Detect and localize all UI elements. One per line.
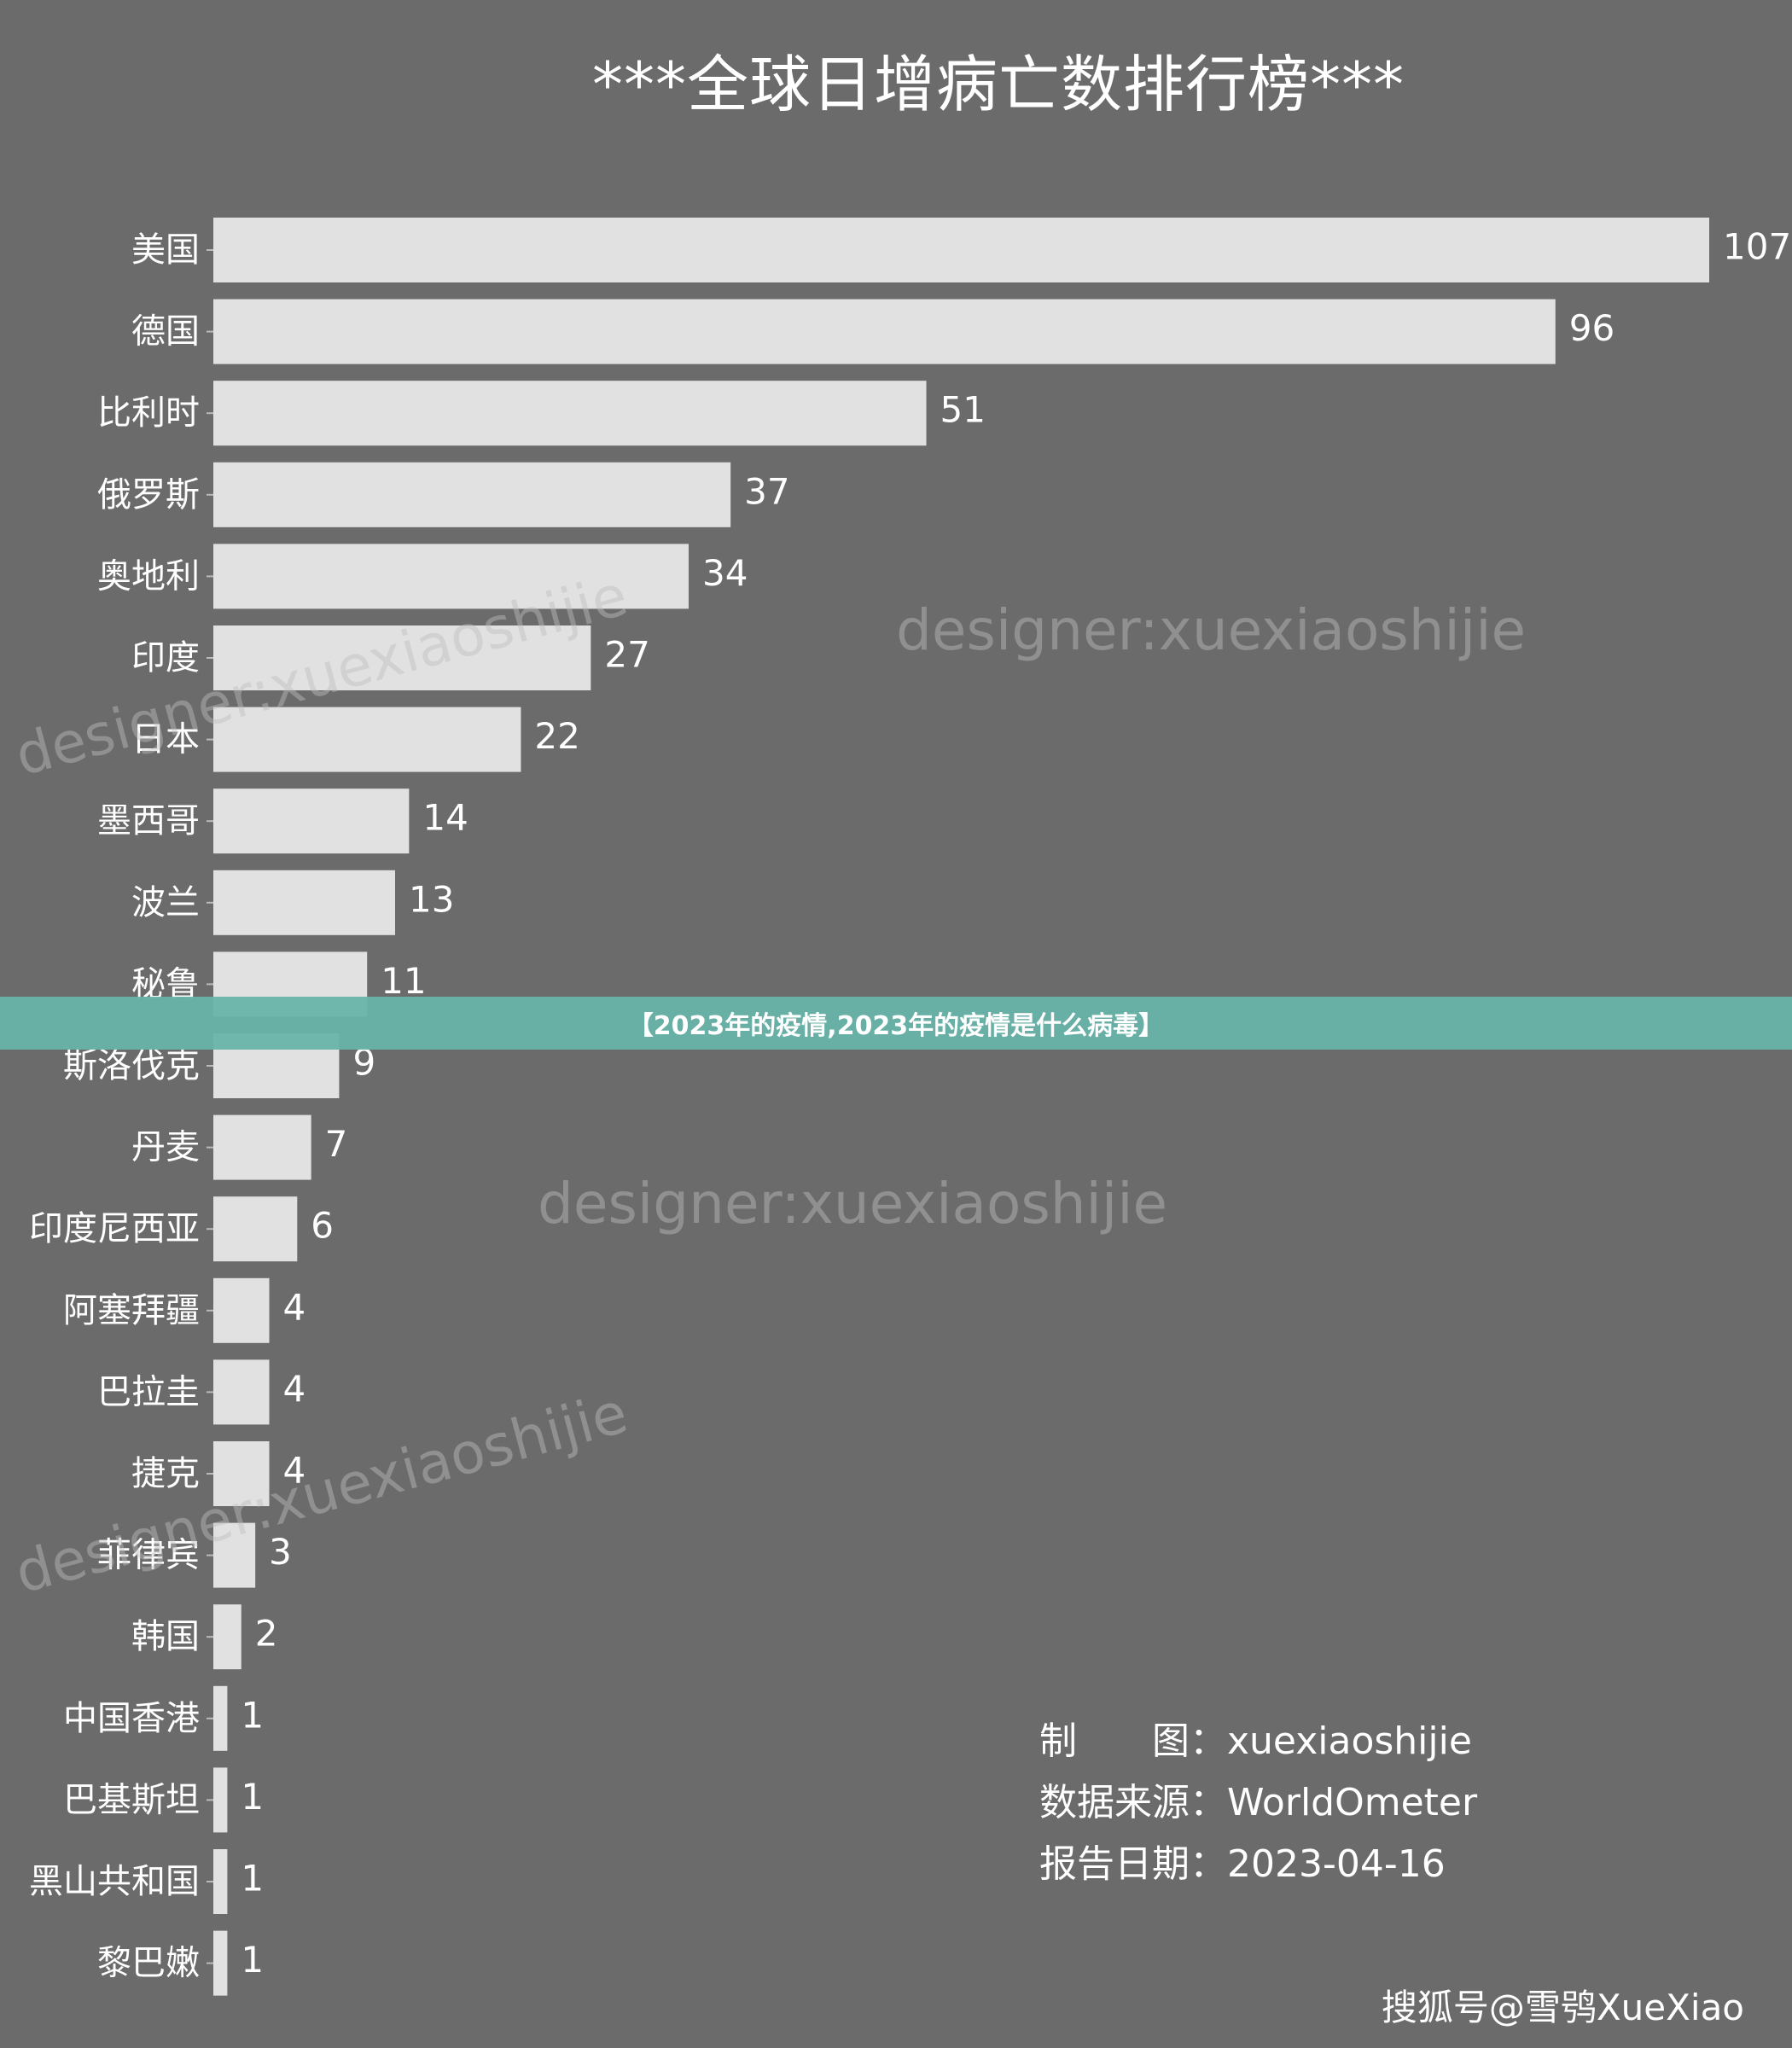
value-label: 107 (1723, 226, 1791, 268)
value-label: 1 (241, 1858, 264, 1900)
overlay-banner[interactable]: 【2023年的疫情,2023年的疫情是什么病毒】 (0, 997, 1792, 1050)
bar (213, 299, 1556, 364)
category-label: 黎巴嫩 (97, 1944, 200, 1983)
value-label: 4 (283, 1368, 306, 1410)
value-label: 4 (283, 1286, 306, 1328)
category-label: 俄罗斯 (97, 475, 200, 515)
value-label: 13 (409, 878, 454, 920)
value-label: 34 (702, 552, 748, 594)
bar (213, 1522, 256, 1588)
bar (213, 788, 410, 854)
value-label: 14 (422, 797, 468, 839)
bar (213, 1114, 311, 1180)
bar (213, 1359, 270, 1425)
category-label: 印度尼西亚 (29, 1209, 200, 1248)
category-label: 阿塞拜疆 (63, 1291, 200, 1330)
maker-key: 制 图： (1039, 1719, 1227, 1763)
category-label: 美国 (131, 230, 200, 270)
value-label: 3 (269, 1531, 292, 1573)
category-label: 巴基斯坦 (63, 1780, 200, 1819)
bar (213, 381, 927, 446)
category-label: 韩国 (131, 1617, 200, 1656)
source-key: 数据来源： (1039, 1781, 1227, 1824)
value-label: 51 (940, 389, 986, 431)
value-label: 1 (241, 1776, 264, 1818)
value-label: 2 (255, 1613, 278, 1655)
bar (213, 1767, 228, 1833)
category-label: 中国香港 (63, 1699, 200, 1738)
bar (213, 1441, 270, 1506)
corner-credit: 搜狐号@雪鸮XueXiao (1381, 1987, 1744, 2028)
category-label: 德国 (131, 312, 200, 352)
value-label: 1 (241, 1939, 264, 1981)
category-label: 巴拉圭 (97, 1372, 200, 1411)
category-label: 印度 (131, 638, 200, 678)
category-label: 日本 (131, 720, 200, 759)
bar (213, 870, 395, 935)
bar (213, 544, 689, 609)
value-label: 7 (325, 1123, 348, 1165)
value-label: 22 (534, 715, 579, 757)
category-label: 菲律宾 (97, 1536, 200, 1575)
bar (213, 1604, 241, 1670)
category-label: 波兰 (131, 883, 200, 922)
category-label: 丹麦 (131, 1128, 200, 1167)
chart-title: ***全球日增病亡数排行榜*** (591, 49, 1405, 120)
bar (213, 1930, 228, 1996)
bar (213, 625, 591, 690)
category-label: 斯洛伐克 (63, 1046, 200, 1085)
bar (213, 1196, 298, 1262)
info-block: 制 图： xuexiaoshijie 数据来源： WorldOmeter 报告日期：… (1039, 1711, 1477, 1895)
overlay-banner-text[interactable]: 【2023年的疫情,2023年的疫情是什么病毒】 (627, 1011, 1165, 1041)
bar (213, 1277, 270, 1343)
value-label: 4 (283, 1450, 306, 1492)
source-row: 数据来源： WorldOmeter (1039, 1772, 1477, 1834)
bar (213, 462, 731, 527)
category-label: 墨西哥 (97, 801, 200, 841)
value-label: 6 (311, 1205, 334, 1247)
category-label: 奥地利 (97, 556, 200, 596)
date-value: 2023-04-16 (1227, 1842, 1446, 1886)
value-label: 37 (744, 470, 789, 512)
bar (213, 1685, 228, 1751)
value-label: 27 (604, 634, 649, 676)
category-label: 捷克 (131, 1454, 200, 1493)
bar (213, 1849, 228, 1914)
category-label: 比利时 (97, 393, 200, 433)
source-value: WorldOmeter (1227, 1781, 1478, 1824)
value-label: 96 (1569, 307, 1615, 349)
value-label: 1 (241, 1694, 264, 1736)
category-label: 黑山共和国 (29, 1862, 200, 1901)
date-row: 报告日期： 2023-04-16 (1039, 1834, 1477, 1895)
bar (213, 707, 521, 772)
bar (213, 218, 1709, 282)
value-label: 11 (381, 960, 426, 1002)
maker-value: xuexiaoshijie (1227, 1719, 1472, 1763)
maker-row: 制 图： xuexiaoshijie (1039, 1711, 1477, 1772)
date-key: 报告日期： (1039, 1842, 1227, 1886)
